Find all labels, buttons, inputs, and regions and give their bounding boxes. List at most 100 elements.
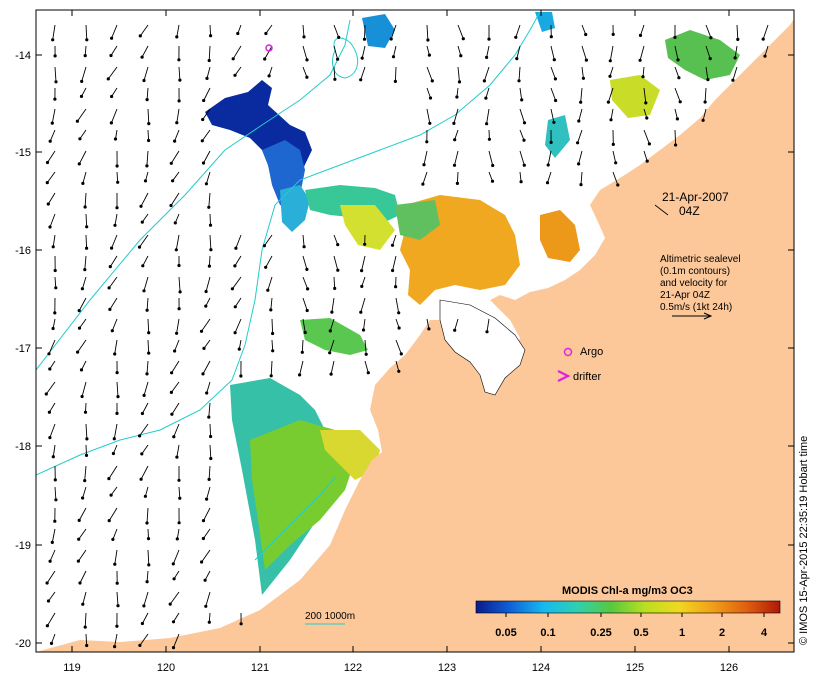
velocity-arrow: [80, 276, 87, 291]
chl-patch-ne-green: [665, 30, 740, 80]
velocity-arrow: [48, 549, 56, 563]
velocity-arrow: [85, 213, 89, 229]
velocity-arrow: [85, 234, 89, 250]
velocity-arrow: [394, 276, 398, 289]
velocity-arrow: [116, 381, 120, 399]
velocity-arrow: [171, 549, 180, 566]
velocity-arrow: [77, 528, 87, 541]
velocity-arrow: [53, 87, 57, 101]
velocity-arrow: [209, 234, 213, 252]
velocity-arrow: [137, 234, 149, 249]
velocity-arrow: [271, 318, 275, 336]
velocity-arrow: [208, 213, 213, 227]
velocity-arrow: [333, 234, 340, 247]
velocity-arrow: [426, 318, 431, 331]
velocity-arrow: [209, 444, 213, 461]
velocity-arrow: [85, 633, 89, 648]
velocity-arrow: [147, 549, 151, 567]
velocity-arrow: [75, 108, 87, 123]
velocity-arrow: [422, 150, 428, 167]
land-layer: [36, 19, 794, 652]
velocity-arrow: [612, 171, 620, 187]
colorbar-title: MODIS Chl-a mg/m3 OC3: [562, 585, 693, 597]
velocity-arrow: [142, 381, 149, 397]
velocity-arrow: [145, 360, 149, 376]
velocity-arrow: [143, 486, 149, 498]
landmass: [36, 19, 794, 652]
chl-patch-south-yellow: [320, 430, 380, 480]
velocity-arrow: [204, 591, 211, 608]
velocity-arrow: [173, 213, 180, 225]
velocity-arrow: [175, 444, 180, 459]
velocity-arrow: [53, 45, 57, 58]
velocity-arrow: [54, 66, 58, 84]
velocity-arrow: [78, 570, 87, 585]
velocity-arrow: [302, 234, 306, 249]
velocity-arrow: [115, 612, 119, 628]
velocity-arrow: [108, 297, 118, 311]
velocity-arrow: [78, 129, 87, 141]
velocity-arrow: [514, 24, 521, 39]
velocity-arrow: [138, 423, 149, 438]
velocity-arrow: [333, 255, 340, 272]
velocity-arrow: [140, 45, 149, 59]
velocity-arrow: [170, 402, 180, 416]
velocity-arrow: [425, 129, 429, 144]
velocity-arrow: [302, 66, 309, 79]
velocity-arrow: [50, 528, 56, 545]
colorbar-bar: [475, 600, 781, 614]
argo-marker-north: [265, 44, 273, 52]
velocity-arrow: [515, 45, 521, 61]
drifter-marker: [557, 370, 571, 382]
velocity-arrow: [333, 66, 337, 81]
velocity-arrow: [113, 633, 118, 649]
longitude-tick-label: 124: [532, 662, 550, 674]
velocity-arrow: [109, 45, 118, 58]
velocity-arrow: [576, 129, 583, 145]
velocity-arrow: [233, 297, 242, 309]
velocity-arrow: [333, 276, 337, 290]
velocity-arrow: [641, 66, 645, 79]
velocity-arrow: [143, 171, 149, 183]
velocity-arrow: [364, 339, 368, 356]
velocity-arrow: [482, 66, 490, 83]
velocity-arrow: [362, 24, 367, 41]
velocity-arrow: [550, 108, 556, 124]
velocity-arrow: [302, 24, 306, 39]
velocity-arrow: [115, 360, 119, 375]
velocity-arrow: [172, 423, 180, 439]
velocity-arrow: [302, 318, 307, 335]
velocity-arrow: [267, 66, 273, 78]
velocity-arrow: [53, 297, 57, 315]
latitude-tick-label: -15: [15, 147, 31, 159]
velocity-arrow: [111, 528, 118, 542]
velocity-arrow: [239, 360, 243, 378]
velocity-arrow: [112, 423, 118, 441]
velocity-arrow: [302, 255, 309, 271]
latitude-axis: -14 -15 -16 -17 -18 -19 -20: [15, 50, 794, 650]
chl-patch-ne-yellow: [610, 75, 660, 118]
velocity-arrow: [269, 297, 273, 312]
colorbar-tick-label: 0.1: [540, 627, 555, 639]
velocity-arrow: [457, 66, 462, 84]
velocity-arrow: [201, 507, 211, 523]
velocity-arrow: [579, 171, 583, 187]
velocity-arrow: [49, 633, 56, 646]
velocity-arrow: [47, 402, 56, 414]
velocity-arrow: [705, 66, 710, 82]
altimetry-line-2: (0.1m contours): [660, 266, 730, 277]
map-frame: [35, 9, 795, 653]
velocity-arrow: [141, 255, 149, 268]
velocity-arrow: [517, 66, 521, 83]
longitude-tick-label: 125: [626, 662, 644, 674]
velocity-arrow: [201, 360, 211, 376]
velocity-arrow: [201, 528, 211, 541]
velocity-arrow: [80, 66, 87, 83]
velocity-arrow: [147, 318, 151, 335]
velocity-arrow: [485, 318, 490, 334]
velocity-arrow: [207, 612, 211, 624]
velocity-arrow: [142, 66, 149, 83]
velocity-arrow: [171, 171, 180, 183]
velocity-arrow: [421, 171, 428, 186]
